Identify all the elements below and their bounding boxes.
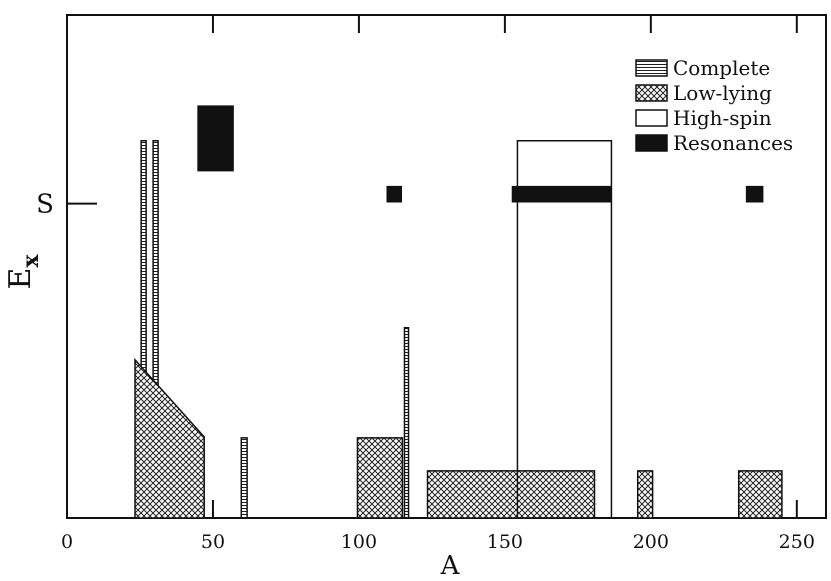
region — [403, 327, 410, 519]
region — [426, 470, 596, 519]
region — [134, 357, 205, 519]
region — [386, 185, 403, 203]
x-tick-label: 200 — [633, 531, 669, 553]
legend-label: High-spin — [673, 106, 772, 130]
y-label-main: E — [3, 268, 38, 290]
x-tick-label: 150 — [487, 531, 523, 553]
legend-label: Complete — [673, 56, 770, 80]
region — [516, 140, 613, 519]
y-axis-label: Ex — [3, 254, 44, 290]
x-tick-label: 50 — [201, 531, 225, 553]
x-tick-label: 100 — [341, 531, 377, 553]
region — [197, 105, 234, 172]
x-tick-label: 250 — [779, 531, 815, 553]
y-tick-label: S — [36, 190, 54, 220]
legend-swatch — [635, 109, 668, 127]
region — [636, 470, 654, 519]
x-axis-label: A — [440, 551, 461, 581]
legend-label: Low-lying — [673, 81, 772, 105]
region — [511, 185, 612, 203]
region — [356, 437, 404, 519]
region — [737, 470, 783, 519]
legend-label: Resonances — [673, 131, 793, 155]
y-label-sub: x — [18, 254, 44, 268]
region — [745, 185, 764, 203]
plot-layer: 0 50 100 150 200 250 S CompleteLow-lyingHigh-sp… — [36, 15, 815, 553]
region — [240, 437, 248, 519]
x-tick-label: 0 — [61, 531, 73, 553]
legend-swatch — [635, 134, 668, 152]
legend-swatch — [635, 59, 668, 77]
legend-swatch — [635, 84, 668, 102]
